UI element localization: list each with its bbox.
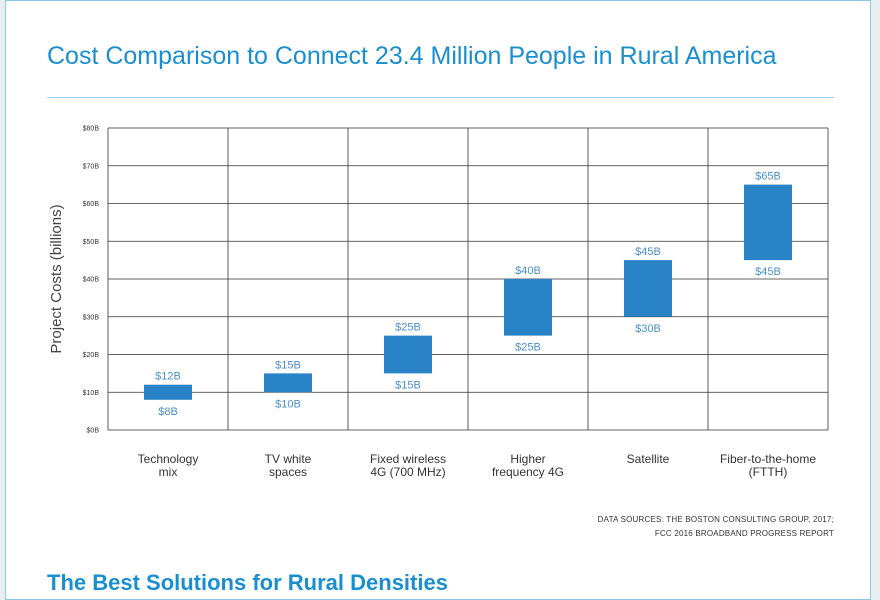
y-tick-label: $50B bbox=[83, 239, 100, 246]
x-category-label: frequency 4G bbox=[492, 465, 564, 479]
range-bar bbox=[264, 373, 312, 393]
bar-high-label: $12B bbox=[155, 371, 181, 383]
bar-high-label: $45B bbox=[635, 246, 661, 258]
range-bar bbox=[504, 279, 552, 336]
bar-low-label: $25B bbox=[515, 342, 541, 354]
title-divider bbox=[47, 97, 834, 98]
bar-low-label: $15B bbox=[395, 379, 421, 391]
data-sources-line-1: DATA SOURCES: THE BOSTON CONSULTING GROU… bbox=[597, 515, 834, 524]
y-tick-label: $60B bbox=[83, 201, 100, 208]
bar-low-label: $8B bbox=[158, 406, 178, 418]
range-bar bbox=[624, 260, 672, 317]
bar-high-label: $25B bbox=[395, 322, 421, 334]
chart-panel bbox=[5, 0, 871, 600]
range-bar bbox=[744, 184, 792, 261]
y-tick-label: $20B bbox=[83, 352, 100, 359]
x-category-label: (FTTH) bbox=[749, 465, 788, 479]
chart-title: Cost Comparison to Connect 23.4 Million … bbox=[47, 42, 777, 70]
y-tick-label: $70B bbox=[83, 163, 100, 170]
y-tick-label: $10B bbox=[83, 390, 100, 397]
bar-high-label: $65B bbox=[755, 171, 781, 183]
x-category-label: Higher bbox=[510, 452, 545, 466]
x-category-label: 4G (700 MHz) bbox=[370, 465, 445, 479]
x-category-label: Fixed wireless bbox=[370, 452, 446, 466]
next-section-heading: The Best Solutions for Rural Densities bbox=[47, 570, 448, 595]
range-bar bbox=[384, 335, 432, 374]
y-tick-label: $0B bbox=[87, 428, 100, 435]
data-sources-line-2: FCC 2016 BROADBAND PROGRESS REPORT bbox=[654, 529, 834, 538]
x-category-label: Fiber-to-the-home bbox=[720, 452, 816, 466]
bar-low-label: $45B bbox=[755, 266, 781, 278]
bar-low-label: $30B bbox=[635, 323, 661, 335]
y-tick-label: $40B bbox=[83, 277, 100, 284]
bar-low-label: $10B bbox=[275, 398, 301, 410]
bar-high-label: $40B bbox=[515, 265, 541, 277]
data-sources-note: DATA SOURCES: THE BOSTON CONSULTING GROU… bbox=[598, 513, 834, 541]
range-bar bbox=[144, 384, 192, 400]
y-tick-label: $80B bbox=[83, 126, 100, 133]
x-category-label: spaces bbox=[269, 465, 307, 479]
y-tick-label: $30B bbox=[83, 314, 100, 321]
x-category-label: Technology bbox=[138, 452, 199, 466]
x-category-label: Satellite bbox=[627, 452, 670, 466]
range-bar-chart: $0B $10B $20B $30B $40B $50B $60B $70B $80B Proje… bbox=[48, 126, 829, 479]
y-axis-label: Project Costs (billions) bbox=[48, 204, 65, 353]
x-category-label: mix bbox=[159, 465, 178, 479]
x-category-label: TV white bbox=[265, 452, 312, 466]
bar-high-label: $15B bbox=[275, 359, 301, 371]
